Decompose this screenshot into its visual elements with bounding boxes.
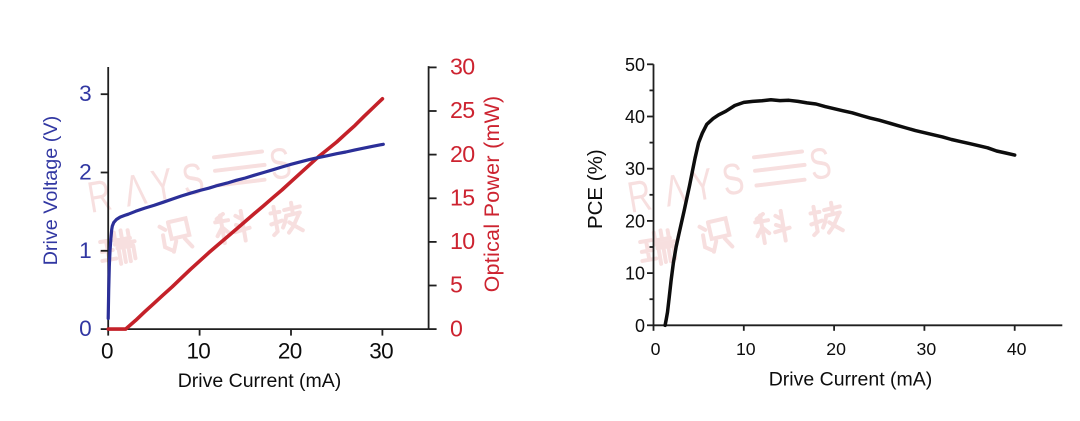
svg-text:5: 5 (450, 272, 462, 298)
svg-text:40: 40 (625, 107, 645, 127)
svg-text:10: 10 (625, 264, 645, 284)
svg-text:30: 30 (369, 339, 393, 364)
svg-text:40: 40 (1007, 339, 1027, 359)
svg-text:10: 10 (450, 228, 474, 254)
svg-text:PCE (%): PCE (%) (584, 149, 607, 229)
svg-text:20: 20 (625, 211, 645, 231)
svg-text:0: 0 (79, 316, 91, 341)
svg-text:0: 0 (101, 339, 113, 364)
svg-text:20: 20 (826, 339, 846, 359)
svg-text:30: 30 (625, 159, 645, 179)
svg-text:10: 10 (186, 339, 210, 364)
svg-text:2: 2 (79, 160, 91, 185)
svg-text:3: 3 (79, 81, 91, 106)
svg-text:0: 0 (450, 315, 462, 341)
svg-text:20: 20 (450, 141, 474, 167)
svg-text:Optical Power (mW): Optical Power (mW) (480, 95, 504, 292)
svg-text:50: 50 (625, 55, 645, 75)
svg-text:25: 25 (450, 97, 474, 123)
svg-text:Drive Voltage (V): Drive Voltage (V) (40, 116, 62, 266)
svg-text:Drive Current (mA): Drive Current (mA) (178, 370, 342, 392)
svg-text:30: 30 (917, 339, 937, 359)
svg-text:15: 15 (450, 185, 474, 211)
svg-text:1: 1 (79, 238, 91, 263)
svg-text:Drive Current (mA): Drive Current (mA) (769, 369, 933, 391)
svg-text:0: 0 (651, 339, 661, 359)
svg-text:0: 0 (635, 316, 645, 336)
svg-text:20: 20 (278, 339, 302, 364)
svg-text:30: 30 (450, 54, 474, 80)
svg-text:10: 10 (736, 339, 756, 359)
